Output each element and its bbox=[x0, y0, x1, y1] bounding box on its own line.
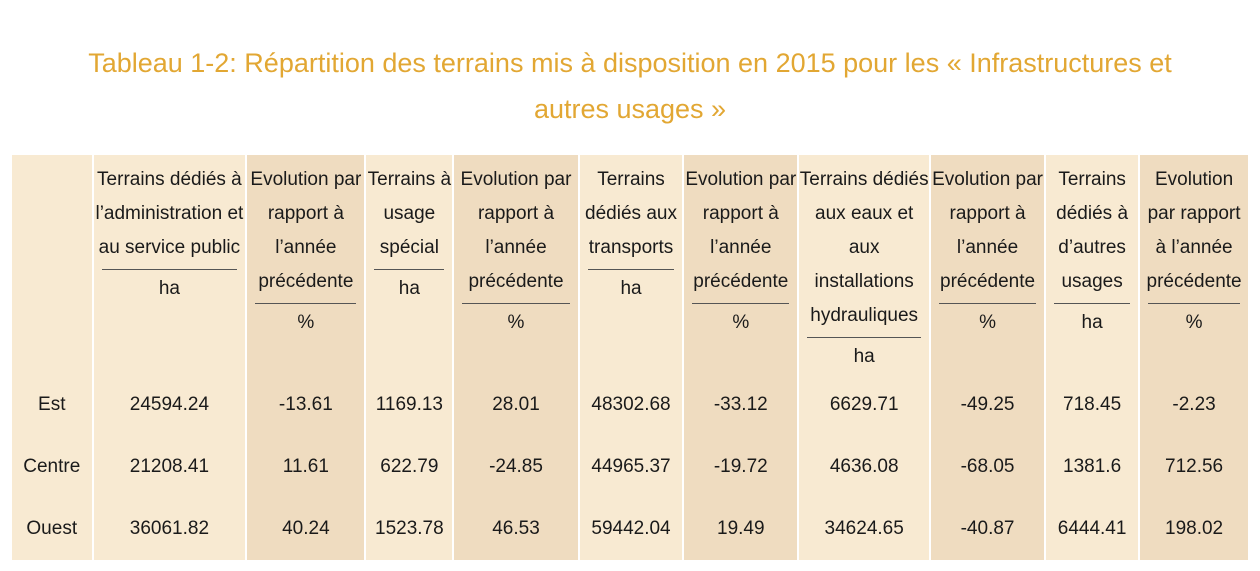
header-unit: % bbox=[1148, 303, 1240, 340]
table-cell: 34624.65 bbox=[799, 498, 930, 560]
header-label: Terrains dédiés aux transports bbox=[585, 169, 677, 258]
header-label: Evolution par rapport à l’année précéden… bbox=[685, 169, 797, 292]
table-row-ouest: Ouest 36061.82 40.24 1523.78 46.53 59442… bbox=[12, 498, 1248, 560]
header-cell: Terrains dédiés à d’autres usages ha bbox=[1046, 155, 1139, 374]
header-label: Terrains dédiés à d’autres usages bbox=[1056, 169, 1129, 292]
table-cell: -24.85 bbox=[454, 436, 578, 498]
land-distribution-table: Terrains dédiés à l’administration et au… bbox=[10, 155, 1250, 560]
table-cell: 40.24 bbox=[247, 498, 365, 560]
table-title-line-1: Tableau 1-2: Répartition des terrains mi… bbox=[88, 48, 1172, 78]
table-cell: -49.25 bbox=[931, 374, 1045, 436]
header-unit: % bbox=[692, 303, 790, 340]
table-title-line-2: autres usages » bbox=[533, 94, 727, 124]
header-cell: Evolution par rapport à l’année précéden… bbox=[1140, 155, 1248, 374]
table-cell: 712.56 bbox=[1140, 436, 1248, 498]
header-unit: ha bbox=[587, 269, 675, 306]
header-cell: Terrains dédiés aux eaux et aux installa… bbox=[799, 155, 930, 374]
table-title: Tableau 1-2: Répartition des terrains mi… bbox=[0, 40, 1260, 132]
header-label: Evolution par rapport à l’année précéden… bbox=[460, 169, 572, 292]
table-cell: 19.49 bbox=[684, 498, 798, 560]
header-label: Terrains dédiés à l’administration et au… bbox=[95, 169, 244, 258]
table-cell: 36061.82 bbox=[93, 498, 246, 560]
header-cell: Evolution par rapport à l’année précéden… bbox=[454, 155, 578, 374]
header-cell: Terrains à usage spécial ha bbox=[366, 155, 453, 374]
header-unit: ha bbox=[101, 269, 238, 306]
table-cell: 718.45 bbox=[1046, 374, 1139, 436]
table-cell: 24594.24 bbox=[93, 374, 246, 436]
row-label: Est bbox=[12, 374, 92, 436]
table-cell: 21208.41 bbox=[93, 436, 246, 498]
table-cell: 11.61 bbox=[247, 436, 365, 498]
header-unit: ha bbox=[1054, 303, 1131, 340]
header-corner-cell bbox=[12, 155, 92, 374]
table-cell: 46.53 bbox=[454, 498, 578, 560]
table-cell: 6444.41 bbox=[1046, 498, 1139, 560]
table-cell: 28.01 bbox=[454, 374, 578, 436]
table-row-est: Est 24594.24 -13.61 1169.13 28.01 48302.… bbox=[12, 374, 1248, 436]
header-row: Terrains dédiés à l’administration et au… bbox=[12, 155, 1248, 374]
table-cell: -40.87 bbox=[931, 498, 1045, 560]
table-cell: 48302.68 bbox=[579, 374, 683, 436]
header-cell: Evolution par rapport à l’année précéden… bbox=[931, 155, 1045, 374]
header-cell: Evolution par rapport à l’année précéden… bbox=[247, 155, 365, 374]
header-label: Terrains à usage spécial bbox=[367, 169, 452, 258]
header-label: Terrains dédiés aux eaux et aux installa… bbox=[799, 169, 929, 326]
header-cell: Terrains dédiés à l’administration et au… bbox=[93, 155, 246, 374]
header-cell: Terrains dédiés aux transports ha bbox=[579, 155, 683, 374]
table-cell: -19.72 bbox=[684, 436, 798, 498]
header-unit: ha bbox=[807, 337, 922, 374]
table-cell: 198.02 bbox=[1140, 498, 1248, 560]
header-label: Evolution par rapport à l’année précéden… bbox=[932, 169, 1043, 292]
table-row-centre: Centre 21208.41 11.61 622.79 -24.85 4496… bbox=[12, 436, 1248, 498]
header-cell: Evolution par rapport à l’année précéden… bbox=[684, 155, 798, 374]
header-unit: % bbox=[939, 303, 1037, 340]
table-cell: -33.12 bbox=[684, 374, 798, 436]
row-label: Centre bbox=[12, 436, 92, 498]
table-cell: 622.79 bbox=[366, 436, 453, 498]
table-cell: -2.23 bbox=[1140, 374, 1248, 436]
header-unit: ha bbox=[374, 269, 445, 306]
header-unit: % bbox=[462, 303, 570, 340]
table-cell: 44965.37 bbox=[579, 436, 683, 498]
header-label: Evolution par rapport à l’année précéden… bbox=[1146, 169, 1242, 292]
table-cell: 6629.71 bbox=[799, 374, 930, 436]
table-cell: 1169.13 bbox=[366, 374, 453, 436]
table-cell: 4636.08 bbox=[799, 436, 930, 498]
header-unit: % bbox=[255, 303, 357, 340]
table-cell: 1523.78 bbox=[366, 498, 453, 560]
header-label: Evolution par rapport à l’année précéden… bbox=[250, 169, 362, 292]
table-cell: -68.05 bbox=[931, 436, 1045, 498]
table-cell: 1381.6 bbox=[1046, 436, 1139, 498]
row-label: Ouest bbox=[12, 498, 92, 560]
table-cell: -13.61 bbox=[247, 374, 365, 436]
table-cell: 59442.04 bbox=[579, 498, 683, 560]
